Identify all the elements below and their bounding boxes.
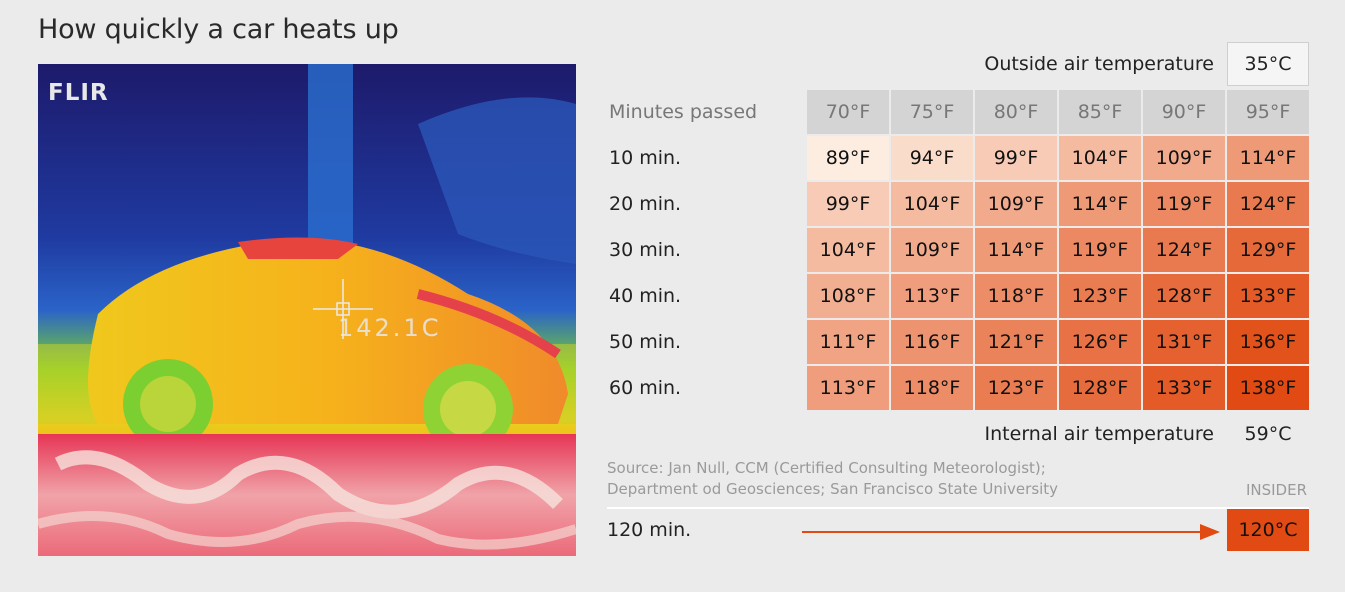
table-cell: 121°F	[975, 320, 1057, 364]
table-cell: 126°F	[1059, 320, 1141, 364]
table-cell: 109°F	[891, 228, 973, 272]
table-cell: 113°F	[807, 366, 889, 410]
table-cell: 114°F	[975, 228, 1057, 272]
table-cell: 113°F	[891, 274, 973, 318]
table-cell: 116°F	[891, 320, 973, 364]
flir-logo: FLIR	[48, 80, 109, 106]
table-cell: 119°F	[1143, 182, 1225, 226]
table-cell: 109°F	[1143, 136, 1225, 180]
chart-title: How quickly a car heats up	[38, 14, 399, 45]
table-cell: 119°F	[1059, 228, 1141, 272]
column-header: 95°F	[1227, 90, 1309, 134]
table-cell: 133°F	[1227, 274, 1309, 318]
source-line-2: Department od Geosciences; San Francisco…	[607, 480, 1059, 498]
source-note: Source: Jan Null, CCM (Certified Consult…	[607, 458, 1127, 500]
table-cell: 123°F	[975, 366, 1057, 410]
table-row: 30 min. 104°F 109°F 114°F 119°F 124°F 129°F	[609, 228, 1309, 272]
table-cell: 124°F	[1143, 228, 1225, 272]
table-cell: 118°F	[975, 274, 1057, 318]
thermal-reading: 142.1C	[338, 314, 442, 342]
column-header: 70°F	[807, 90, 889, 134]
thermal-image	[38, 64, 576, 556]
table-row: 20 min. 99°F 104°F 109°F 114°F 119°F 124°F	[609, 182, 1309, 226]
table-cell: 108°F	[807, 274, 889, 318]
table-cell: 123°F	[1059, 274, 1141, 318]
row-120-value: 120°C	[1227, 509, 1309, 551]
table-cell: 111°F	[807, 320, 889, 364]
header-row: Minutes passed 70°F 75°F 80°F 85°F 90°F …	[609, 90, 1309, 134]
source-line-1: Source: Jan Null, CCM (Certified Consult…	[607, 459, 1046, 477]
table-cell: 104°F	[807, 228, 889, 272]
table-cell: 124°F	[1227, 182, 1309, 226]
table-row: 60 min. 113°F 118°F 123°F 128°F 133°F 138°F	[609, 366, 1309, 410]
table-cell: 99°F	[975, 136, 1057, 180]
heat-table: Minutes passed 70°F 75°F 80°F 85°F 90°F …	[607, 88, 1311, 412]
table-cell: 99°F	[807, 182, 889, 226]
table-cell: 131°F	[1143, 320, 1225, 364]
row-label: 30 min.	[609, 239, 682, 261]
table-cell: 89°F	[807, 136, 889, 180]
row-label: 20 min.	[609, 193, 682, 215]
table-cell: 138°F	[1227, 366, 1309, 410]
table-row: 10 min. 89°F 94°F 99°F 104°F 109°F 114°F	[609, 136, 1309, 180]
table-cell: 104°F	[1059, 136, 1141, 180]
column-header: 75°F	[891, 90, 973, 134]
row-header-label: Minutes passed	[609, 101, 758, 123]
outside-temp-label: Outside air temperature	[984, 53, 1214, 75]
row-120-label: 120 min.	[607, 519, 692, 541]
table-cell: 133°F	[1143, 366, 1225, 410]
row-label: 40 min.	[609, 285, 682, 307]
internal-temp-label: Internal air temperature	[984, 423, 1214, 445]
table-cell: 136°F	[1227, 320, 1309, 364]
table-cell: 128°F	[1059, 366, 1141, 410]
table-cell: 114°F	[1227, 136, 1309, 180]
arrow-icon	[802, 524, 1220, 540]
brand-label: INSIDER	[1245, 481, 1307, 499]
table-cell: 104°F	[891, 182, 973, 226]
column-header: 80°F	[975, 90, 1057, 134]
row-label: 50 min.	[609, 331, 682, 353]
separator	[607, 507, 1309, 509]
table-cell: 109°F	[975, 182, 1057, 226]
table-cell: 114°F	[1059, 182, 1141, 226]
table-row: 50 min. 111°F 116°F 121°F 126°F 131°F 136°F	[609, 320, 1309, 364]
table-cell: 129°F	[1227, 228, 1309, 272]
row-label: 60 min.	[609, 377, 682, 399]
row-label: 10 min.	[609, 147, 682, 169]
thermal-car-photo: FLIR 142.1C	[38, 64, 576, 556]
column-header: 85°F	[1059, 90, 1141, 134]
internal-temp-value: 59°C	[1244, 423, 1292, 445]
table-cell: 128°F	[1143, 274, 1225, 318]
table-cell: 118°F	[891, 366, 973, 410]
outside-temp-value: 35°C	[1227, 42, 1309, 86]
column-header: 90°F	[1143, 90, 1225, 134]
table-row: 40 min. 108°F 113°F 118°F 123°F 128°F 133°F	[609, 274, 1309, 318]
table-cell: 94°F	[891, 136, 973, 180]
